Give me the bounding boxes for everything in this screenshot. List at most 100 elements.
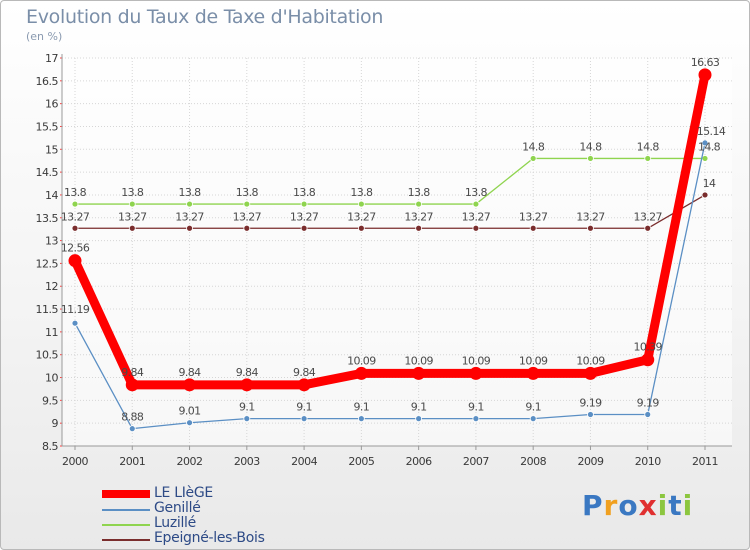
- data-label: 9.1: [411, 401, 427, 414]
- data-label: 13.27: [633, 210, 662, 223]
- data-point: [529, 415, 537, 423]
- data-point: [415, 224, 423, 232]
- data-point: [357, 224, 365, 232]
- y-tick-label: 11: [45, 326, 58, 339]
- data-label: 13.27: [404, 210, 433, 223]
- data-point: [128, 425, 136, 433]
- x-tick-label: 2005: [348, 455, 374, 468]
- data-label: 15.14: [697, 125, 726, 138]
- data-label: 9.84: [178, 366, 201, 379]
- y-tick-label: 14: [45, 189, 58, 202]
- data-point: [125, 378, 139, 392]
- data-point: [701, 139, 709, 147]
- series-line-3: [74, 194, 706, 229]
- data-point: [186, 224, 193, 232]
- data-label: 13.27: [347, 210, 376, 223]
- data-point: [357, 415, 365, 423]
- data-point: [472, 415, 480, 423]
- data-point: [183, 378, 197, 392]
- data-point: [529, 224, 537, 232]
- x-tick-label: 2006: [406, 455, 432, 468]
- data-point: [641, 353, 655, 367]
- data-point: [243, 224, 251, 232]
- data-label: 14.8: [698, 140, 721, 153]
- data-label: 9.1: [525, 401, 541, 414]
- legend-swatch-le-liege: [102, 490, 150, 498]
- y-tick-label: 9: [52, 417, 59, 430]
- data-point: [240, 378, 254, 392]
- data-point: [354, 366, 368, 380]
- data-label: 10.09: [576, 354, 605, 367]
- chart-title: Evolution du Taux de Taxe d'Habitation: [26, 6, 384, 28]
- data-label: 14.8: [637, 140, 660, 153]
- y-tick-label: 10.5: [36, 349, 59, 362]
- data-point: [698, 68, 712, 82]
- y-tick-label: 14.5: [36, 166, 59, 179]
- y-tick-label: 11.5: [36, 303, 59, 316]
- data-label: 9.84: [293, 366, 316, 379]
- data-label: 10.09: [404, 354, 433, 367]
- data-label: 11.19: [61, 303, 90, 316]
- data-point: [701, 191, 709, 199]
- y-tick-label: 9.5: [42, 394, 58, 407]
- x-tick-label: 2008: [520, 455, 546, 468]
- data-label: 13.27: [233, 210, 262, 223]
- legend-swatch-epeigne: [102, 539, 150, 541]
- data-label: 12.56: [61, 242, 90, 255]
- data-label: 9.84: [236, 366, 259, 379]
- data-point: [300, 224, 308, 232]
- data-label: 13.8: [178, 186, 201, 199]
- data-label: 13.8: [121, 186, 144, 199]
- data-label: 9.01: [178, 405, 200, 418]
- data-point: [300, 415, 308, 423]
- data-point: [644, 224, 652, 232]
- data-point: [128, 200, 136, 208]
- data-point: [529, 155, 537, 162]
- x-tick-label: 2002: [177, 455, 203, 468]
- data-label: 13.27: [519, 210, 548, 223]
- logo-letter: P: [582, 489, 604, 522]
- data-point: [644, 411, 652, 418]
- y-tick-label: 15: [45, 143, 58, 156]
- logo-letter: x: [638, 489, 658, 522]
- data-label: 9.1: [468, 401, 484, 414]
- data-point: [644, 155, 652, 162]
- data-point: [71, 224, 79, 232]
- data-point: [415, 200, 423, 208]
- data-point: [472, 224, 480, 232]
- series-line-0: [70, 70, 710, 390]
- y-tick-label: 13.5: [36, 212, 59, 225]
- x-tick-label: 2010: [635, 455, 661, 468]
- data-point: [297, 378, 311, 392]
- x-tick-label: 2000: [62, 455, 88, 468]
- x-tick-label: 2007: [463, 455, 489, 468]
- x-tick-label: 2001: [119, 455, 145, 468]
- x-tick-label: 2004: [291, 455, 317, 468]
- data-label: 9.1: [239, 401, 255, 414]
- data-point: [583, 366, 597, 380]
- data-point: [128, 224, 136, 232]
- data-point: [412, 366, 426, 380]
- data-label: 13.8: [64, 186, 87, 199]
- x-tick-label: 2009: [577, 455, 603, 468]
- y-tick-label: 16.5: [36, 75, 59, 88]
- data-label: 13.27: [576, 210, 605, 223]
- data-label: 9.1: [354, 401, 370, 414]
- data-point: [186, 419, 193, 427]
- data-point: [71, 200, 79, 208]
- data-point: [701, 155, 709, 162]
- data-label: 13.27: [61, 210, 90, 223]
- data-label: 13.27: [462, 210, 491, 223]
- logo-letter: i: [657, 489, 669, 522]
- legend-label-epeigne: Epeigné-les-Bois: [154, 530, 265, 546]
- data-label: 10.09: [519, 354, 548, 367]
- legend-swatch-genille: [102, 509, 150, 511]
- y-tick-label: 13: [45, 235, 58, 248]
- data-point: [357, 200, 365, 208]
- series-line-1: [74, 142, 706, 430]
- data-point: [587, 224, 594, 232]
- data-label: 13.27: [290, 210, 319, 223]
- logo-letter: i: [682, 489, 694, 522]
- logo-letter: o: [618, 489, 639, 522]
